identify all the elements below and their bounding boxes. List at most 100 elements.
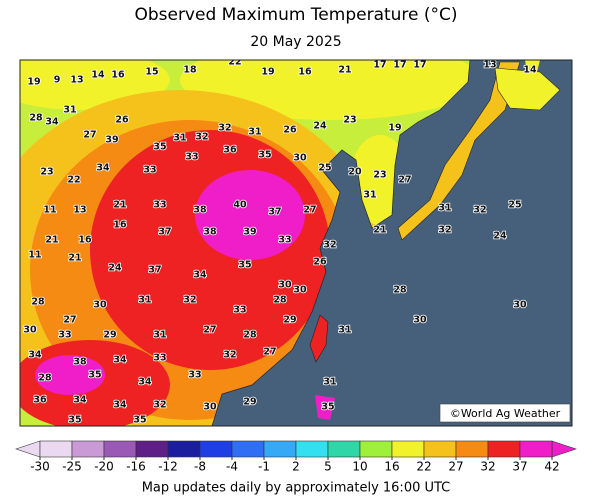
colorbar-tick-label: 10 — [352, 460, 367, 474]
station-value: 34 — [96, 163, 110, 174]
date: 20 May 2025 — [250, 34, 341, 50]
station-value: 27 — [203, 325, 216, 336]
station-value: 26 — [283, 125, 297, 136]
station-value: 38 — [193, 205, 207, 216]
station-value: 31 — [248, 127, 261, 138]
station-value: 21 — [113, 200, 126, 211]
colorbar-arrow-high — [551, 440, 577, 458]
station-value: 24 — [108, 263, 122, 274]
colorbar-tick-label: -25 — [62, 460, 82, 474]
station-value: 34 — [28, 350, 42, 361]
station-value: 32 — [195, 132, 208, 143]
station-value: 11 — [43, 205, 56, 216]
station-value: 33 — [185, 152, 198, 163]
station-value: 19 — [261, 67, 274, 78]
station-value: 38 — [73, 357, 87, 368]
station-value: 34 — [73, 395, 87, 406]
colorbar-tick-label: -30 — [30, 460, 50, 474]
station-value: 16 — [111, 70, 125, 81]
station-value: 16 — [78, 235, 92, 246]
station-value: 21 — [338, 65, 351, 76]
station-value: 31 — [338, 325, 351, 336]
map-frame — [19, 59, 573, 427]
station-value: 21 — [45, 235, 58, 246]
station-value: 17 — [373, 60, 386, 71]
colorbar-tick-label: 5 — [324, 460, 332, 474]
station-value: 31 — [363, 190, 376, 201]
station-value: 28 — [273, 295, 287, 306]
station-value: 28 — [38, 373, 52, 384]
colorbar-swatch — [39, 440, 73, 458]
station-value: 32 — [223, 350, 236, 361]
station-value: 32 — [183, 295, 196, 306]
colorbar-tick-label: 22 — [416, 460, 431, 474]
hokkaido — [494, 67, 561, 111]
station-value: 34 — [193, 270, 207, 281]
sakhalin — [525, 60, 540, 80]
station-value: 29 — [283, 315, 296, 326]
station-value: 33 — [153, 353, 166, 364]
station-value: 39 — [105, 135, 118, 146]
coastline — [20, 60, 471, 426]
station-value: 32 — [438, 225, 451, 236]
station-value: 32 — [153, 400, 166, 411]
station-value: 39 — [243, 227, 256, 238]
colorbar-tick-label: -20 — [94, 460, 114, 474]
colorbar-swatch — [263, 440, 297, 458]
station-value: 33 — [153, 200, 166, 211]
station-value: 31 — [138, 295, 151, 306]
station-value: 30 — [203, 402, 217, 413]
station-value: 28 — [393, 285, 407, 296]
station-value: 16 — [113, 220, 127, 231]
station-value: 24 — [313, 121, 327, 132]
station-value: 11 — [28, 250, 41, 261]
station-value: 22 — [67, 175, 80, 186]
station-value: 37 — [148, 265, 161, 276]
station-value: 14 — [523, 65, 537, 76]
station-value: 30 — [513, 300, 527, 311]
colorbar-tick-label: -16 — [126, 460, 146, 474]
station-value: 35 — [258, 150, 271, 161]
colorbar-swatch — [71, 440, 105, 458]
colorbar-swatch — [135, 440, 169, 458]
station-value: 32 — [323, 240, 336, 251]
station-value: 30 — [293, 153, 307, 164]
station-value: 35 — [133, 415, 146, 426]
station-value: 27 — [303, 205, 316, 216]
colorbar-tick-label: 2 — [292, 460, 300, 474]
station-value: 35 — [153, 142, 166, 153]
station-value: 34 — [45, 117, 59, 128]
station-value: 27 — [263, 347, 276, 358]
station-value: 17 — [413, 60, 426, 71]
station-value: 28 — [243, 330, 257, 341]
colorbar-swatch — [359, 440, 393, 458]
station-value: 21 — [68, 253, 81, 264]
japan — [397, 61, 521, 241]
station-value: 35 — [321, 402, 334, 413]
station-value: 23 — [40, 167, 53, 178]
colorbar-swatch — [295, 440, 329, 458]
station-value: 30 — [293, 285, 307, 296]
station-value: 15 — [145, 67, 158, 78]
station-value: 31 — [153, 330, 166, 341]
taiwan — [309, 314, 329, 363]
station-value: 29 — [243, 397, 256, 408]
colorbar-tick-label: -4 — [226, 460, 238, 474]
colorbar-tick-label: -1 — [258, 460, 270, 474]
station-value: 9 — [54, 75, 61, 86]
station-value: 35 — [88, 370, 101, 381]
station-value: 36 — [223, 145, 237, 156]
station-value: 21 — [373, 225, 386, 236]
station-value: 24 — [493, 231, 507, 242]
station-value: 25 — [508, 200, 521, 211]
colorbar-swatch — [391, 440, 425, 458]
station-value: 13 — [70, 75, 83, 86]
station-value: 23 — [373, 170, 386, 181]
luzon — [315, 395, 335, 420]
station-value: 30 — [413, 315, 427, 326]
station-value: 31 — [173, 133, 186, 144]
station-value: 26 — [313, 257, 327, 268]
station-value: 33 — [143, 165, 156, 176]
